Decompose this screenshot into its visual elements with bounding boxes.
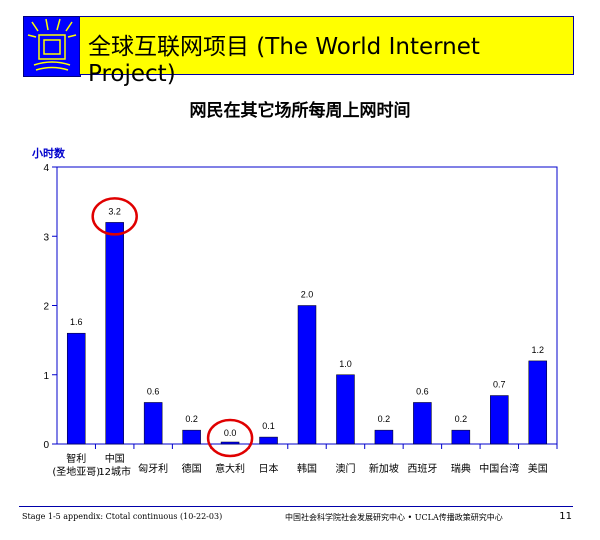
data-label: 0.6	[147, 386, 160, 396]
x-tick-label: 意大利	[215, 462, 245, 475]
data-label: 0.2	[185, 414, 198, 424]
x-tick-label: 瑞典	[451, 462, 471, 475]
x-tick-label: 美国	[528, 462, 548, 475]
y-tick-label: 3	[43, 232, 49, 243]
bar	[259, 436, 278, 445]
footer-divider	[19, 506, 573, 507]
y-axis-label: 小时数	[32, 147, 65, 160]
data-label: 3.2	[108, 206, 121, 216]
bar	[297, 305, 317, 445]
bar	[528, 360, 548, 445]
x-tick-label: 12城市	[98, 465, 131, 478]
data-label: 1.0	[339, 359, 352, 369]
x-tick-label: 西班牙	[407, 463, 437, 475]
data-label: 0.6	[416, 386, 429, 396]
y-tick-label: 2	[43, 302, 49, 313]
x-tick-label: 日本	[259, 462, 279, 475]
bar	[451, 429, 471, 445]
y-tick-label: 1	[43, 371, 49, 382]
page-header-title: 全球互联网项目 (The World Internet Project)	[88, 34, 480, 87]
bar	[490, 395, 509, 445]
data-label: 0.0	[224, 428, 237, 438]
bar	[66, 332, 86, 445]
data-label: 0.1	[262, 421, 275, 431]
data-label: 0.7	[493, 380, 506, 390]
data-label: 2.0	[301, 290, 314, 300]
page-number: 11	[559, 511, 572, 522]
footer-left: Stage 1-5 appendix: Ctotal continuous (1…	[22, 512, 223, 521]
logo	[23, 16, 81, 77]
tv-screen-icon	[27, 18, 77, 71]
x-tick-label: (圣地亚哥)	[52, 465, 100, 478]
x-tick-label: 新加坡	[369, 462, 399, 475]
bar	[374, 429, 394, 445]
highlight-circle	[91, 197, 138, 236]
data-label: 0.2	[455, 414, 468, 424]
data-label: 1.6	[70, 317, 83, 327]
x-tick-label: 韩国	[297, 462, 317, 475]
x-tick-label: 中国台湾	[479, 462, 519, 475]
bar	[220, 441, 240, 445]
footer-center: 中国社会科学院社会发展研究中心 • UCLA传播政策研究中心	[285, 513, 503, 522]
data-label: 1.2	[532, 345, 545, 355]
bar	[105, 222, 124, 445]
bar	[413, 402, 432, 445]
x-tick-label: 中国	[105, 452, 125, 465]
bar	[143, 402, 163, 445]
highlight-circle	[206, 418, 254, 458]
data-label: 0.2	[378, 414, 391, 424]
title-bar: 全球互联网项目 (The World Internet Project)	[79, 16, 574, 87]
y-tick-label: 0	[43, 440, 49, 451]
bar	[336, 374, 355, 445]
chart-title: 网民在其它场所每周上网时间	[189, 101, 411, 121]
x-tick-label: 德国	[182, 462, 202, 475]
bar	[182, 429, 201, 445]
y-tick-label: 4	[43, 163, 49, 174]
x-tick-label: 澳门	[335, 462, 355, 475]
x-tick-label: 匈牙利	[138, 462, 168, 475]
x-tick-label: 智利	[66, 452, 86, 465]
